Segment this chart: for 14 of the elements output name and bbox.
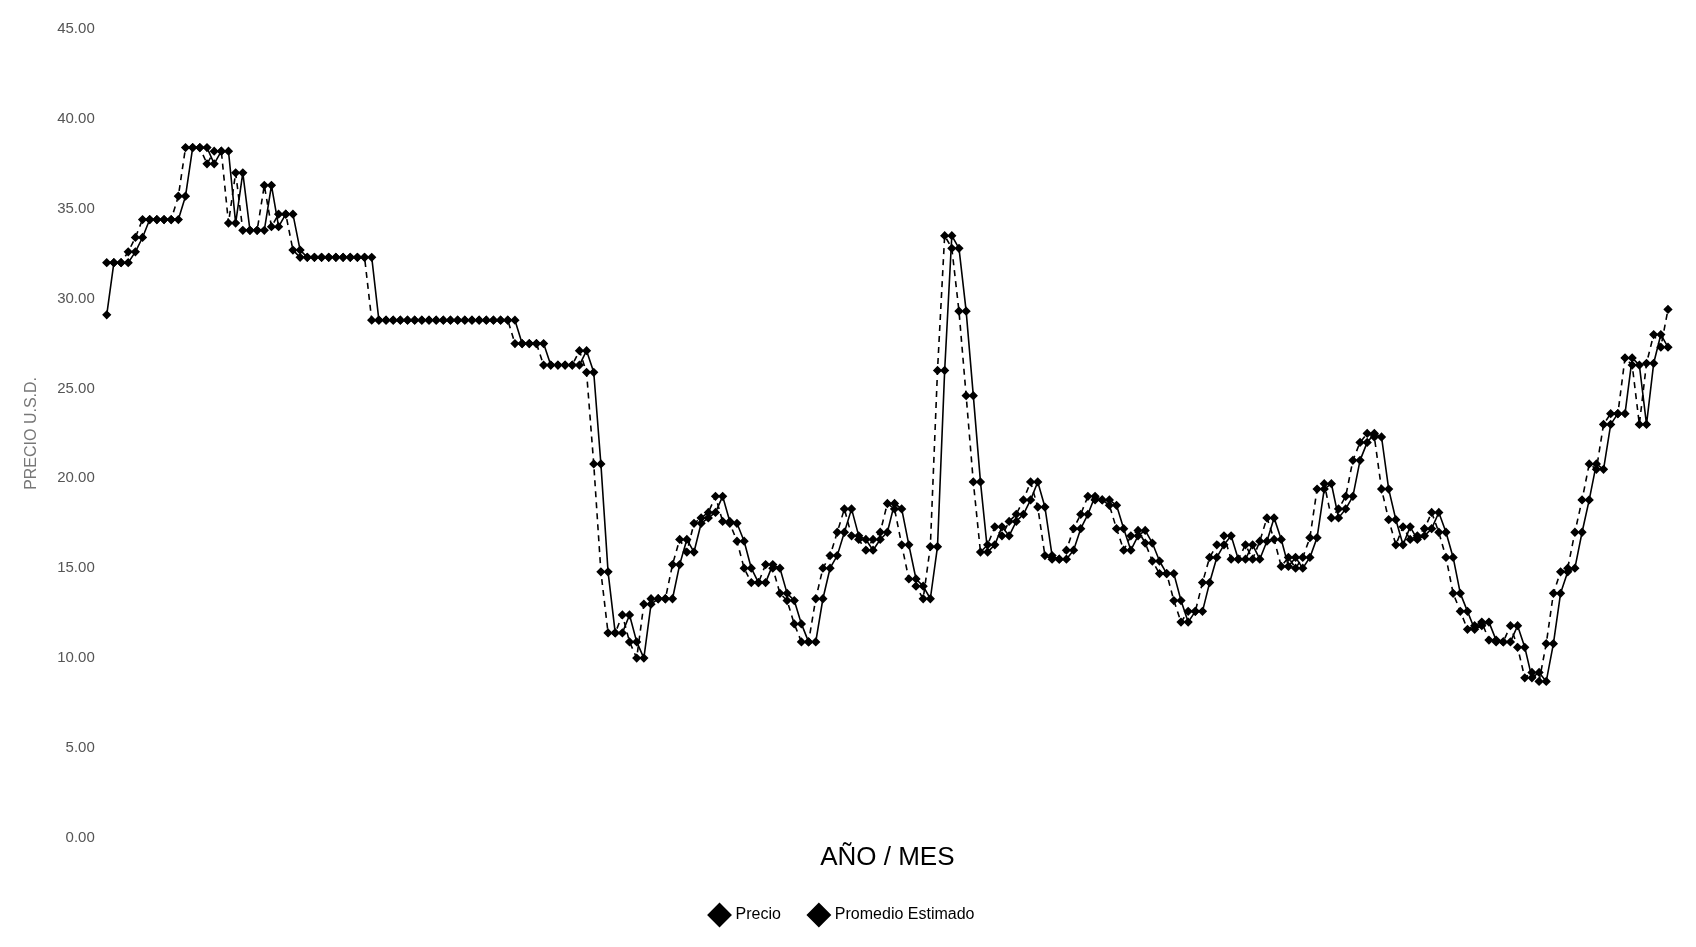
y-tick-label: 10.00 (57, 648, 95, 666)
y-tick-label: 20.00 (57, 468, 95, 486)
y-tick-label: 15.00 (57, 558, 95, 576)
y-tick-label: 25.00 (57, 378, 95, 396)
y-axis-title: PRECIO U.S.D. (22, 376, 40, 490)
legend-label: Promedio Estimado (834, 905, 975, 923)
legend-label: Precio (735, 905, 781, 923)
x-axis-title: AÑO / MES (820, 840, 955, 871)
y-tick-label: 45.00 (57, 19, 95, 37)
y-tick-label: 0.00 (65, 827, 95, 845)
y-tick-label: 35.00 (57, 198, 95, 216)
y-tick-label: 5.00 (65, 738, 95, 756)
y-tick-label: 30.00 (57, 288, 95, 306)
y-tick-label: 40.00 (57, 109, 95, 127)
